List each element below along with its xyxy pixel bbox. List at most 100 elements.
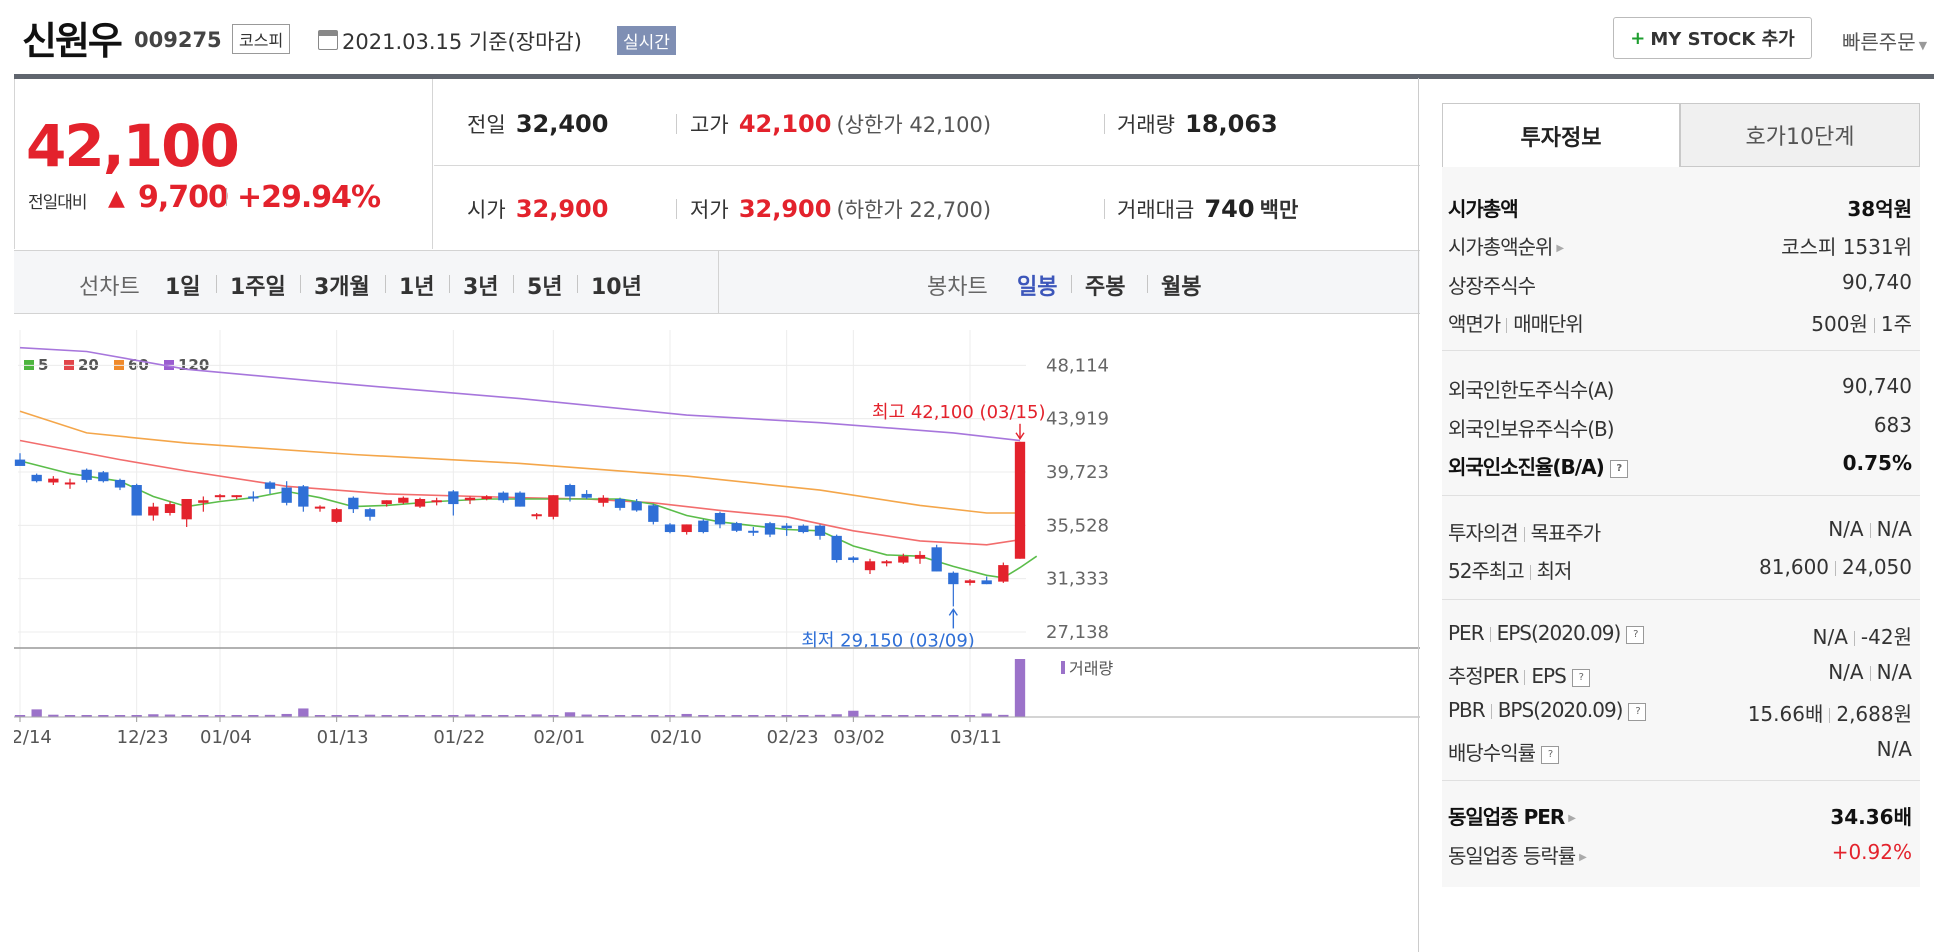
candle-body (381, 500, 392, 505)
info-prev: 전일 32,400 (467, 109, 608, 139)
candle-weekly[interactable]: 주봉 (1085, 275, 1126, 300)
est-per-row: 추정PER EPS? N/A N/A (1448, 660, 1912, 690)
volume-bar (848, 710, 859, 717)
plus-icon: + (1630, 27, 1646, 49)
help-icon[interactable]: ? (1628, 702, 1647, 721)
period-3y[interactable]: 3년 (463, 275, 499, 300)
candle-body (998, 565, 1009, 582)
week52-high-label: 52주최고 (1448, 559, 1525, 583)
tab-orderbook[interactable]: 호가10단계 (1680, 103, 1920, 167)
est-eps-value: N/A (1876, 660, 1912, 684)
stock-name: 신원우 (22, 19, 123, 63)
candle-body (581, 493, 592, 498)
per-value: N/A (1812, 625, 1848, 649)
x-tick-label: 03/02 (833, 727, 885, 748)
candle-body (448, 491, 459, 505)
ma120-line (19, 346, 1021, 442)
week52-low-value: 24,050 (1842, 555, 1912, 579)
candle-body (848, 557, 859, 561)
candle-chart-label: 봉차트 (927, 275, 988, 300)
period-1y[interactable]: 1년 (399, 275, 435, 300)
candle-body (481, 496, 492, 499)
x-tick-label: 02/23 (767, 727, 819, 748)
add-mystock-label: MY STOCK 추가 (1650, 29, 1795, 50)
help-icon[interactable]: ? (1571, 668, 1590, 687)
volume-bar (481, 715, 492, 717)
candle-body (148, 506, 159, 516)
candle-body (664, 524, 676, 533)
volume-bar (681, 713, 692, 717)
x-tick-label: 01/22 (433, 727, 485, 748)
candle-body (898, 556, 909, 563)
candle-body (964, 580, 976, 583)
candle-body (231, 495, 242, 498)
y-tick-label: 43,919 (1046, 409, 1109, 430)
candle-body (948, 572, 959, 585)
help-icon[interactable]: ? (1609, 459, 1628, 478)
open-label: 시가 (467, 198, 506, 222)
volume-bar (214, 715, 226, 717)
volume-bar (881, 715, 892, 717)
x-tick-label: 12/23 (117, 727, 169, 748)
volume-bar (48, 714, 59, 717)
volume-bar (264, 714, 276, 717)
candle-body (298, 486, 309, 507)
invest-info-panel (1442, 167, 1920, 887)
sector-change-value: +0.92% (1831, 840, 1912, 864)
help-icon[interactable]: ? (1626, 625, 1645, 644)
candle-body (48, 478, 59, 483)
opinion-value: N/A (1828, 517, 1864, 541)
divider (385, 275, 386, 293)
ma5-line (19, 460, 1038, 579)
sector-per-label[interactable]: 동일업종 PER ▶ (1448, 801, 1576, 830)
prev-label: 전일 (467, 113, 506, 137)
quick-order-menu[interactable]: 빠른주문 ▼ (1842, 26, 1927, 55)
dividend-row: 배당수익률? N/A (1448, 737, 1912, 767)
volume-bar (831, 714, 842, 717)
base-date: 2021.03.15 기준(장마감) (342, 30, 582, 54)
period-1w[interactable]: 1주일 (230, 275, 286, 300)
nav-divider (718, 251, 719, 313)
volume-bar (281, 713, 292, 717)
candle-body (81, 469, 92, 480)
add-mystock-button[interactable]: + MY STOCK 추가 (1613, 17, 1812, 59)
foreign-hold-row: 외국인보유주식수(B) 683 (1448, 413, 1912, 443)
tab-invest-info[interactable]: 투자정보 (1442, 103, 1680, 167)
realtime-button[interactable]: 실시간 (617, 26, 676, 55)
divider (449, 275, 450, 293)
period-10y[interactable]: 10년 (591, 275, 642, 300)
period-5y[interactable]: 5년 (527, 275, 563, 300)
sector-change-label[interactable]: 동일업종 등락률 ▶ (1448, 840, 1587, 869)
candle-body (314, 506, 326, 509)
candle-body (981, 580, 992, 585)
candle-monthly[interactable]: 월봉 (1161, 275, 1202, 300)
foreign-hold-label: 외국인보유주식수(B) (1448, 417, 1615, 441)
candle-body (281, 487, 292, 503)
trade-unit-label: 매매단위 (1513, 312, 1584, 336)
price-chart[interactable]: 5206012052,30948,11443,91939,72335,52831… (14, 330, 1420, 952)
divider (300, 275, 301, 293)
volume-legend-swatch (1061, 661, 1065, 674)
par-value-value: 500원 (1811, 312, 1868, 336)
target-price-value: N/A (1876, 517, 1912, 541)
candle-body (598, 497, 609, 503)
volume-bar (748, 715, 759, 717)
volume-bar (248, 715, 259, 717)
volume-bar (631, 715, 642, 717)
amount-unit: 백만 (1259, 198, 1299, 222)
foreign-limit-value: 90,740 (1842, 374, 1912, 398)
market-badge: 코스피 (232, 24, 291, 54)
volume-legend-label: 거래량 (1069, 659, 1113, 678)
period-1d[interactable]: 1일 (165, 275, 201, 300)
market-cap-rank-label[interactable]: 시가총액순위 ▶ (1448, 231, 1564, 260)
volume-bar (714, 715, 726, 717)
candle-body (364, 509, 376, 517)
candle-daily[interactable]: 일봉 (1017, 275, 1058, 300)
period-3m[interactable]: 3개월 (314, 275, 370, 300)
candle-body (114, 479, 126, 488)
volume-value: 18,063 (1185, 110, 1278, 138)
volume-bar (431, 715, 442, 717)
volume-bar (31, 709, 42, 717)
help-icon[interactable]: ? (1541, 745, 1559, 764)
x-tick-label: 02/10 (650, 727, 702, 748)
